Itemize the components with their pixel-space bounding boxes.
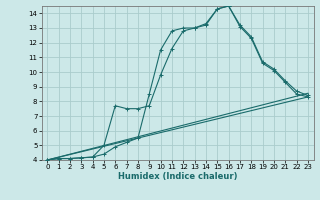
X-axis label: Humidex (Indice chaleur): Humidex (Indice chaleur) bbox=[118, 172, 237, 181]
